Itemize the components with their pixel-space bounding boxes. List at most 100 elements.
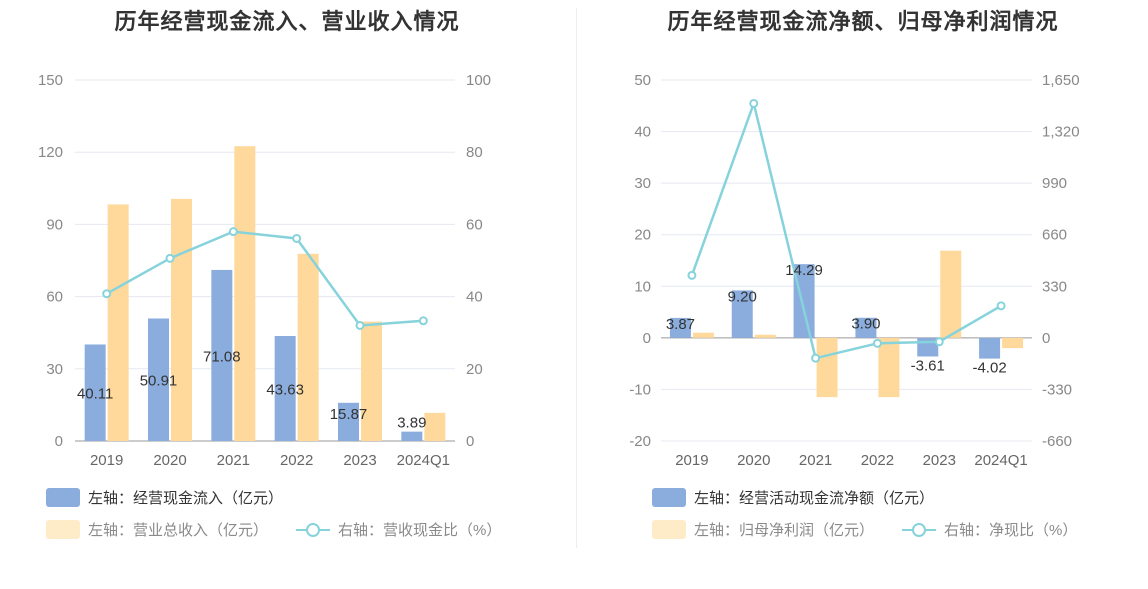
- bar-series-1: [148, 318, 169, 441]
- legend-label: 右轴：营收现金比（%）: [338, 522, 502, 539]
- data-label: 15.87: [330, 406, 368, 423]
- left-axis-tick-label: 120: [38, 144, 63, 161]
- bar-series-1: [211, 269, 233, 441]
- bar-series-1: [84, 344, 106, 441]
- legend-item-series-1[interactable]: 左轴：经营现金流入（亿元）: [46, 487, 283, 508]
- legend-item-series-1[interactable]: 左轴：经营活动现金流净额（亿元）: [652, 487, 934, 508]
- right-axis-tick-label: 0: [1042, 330, 1050, 347]
- right-axis-tick-label: 80: [466, 144, 483, 161]
- data-label: 3.89: [397, 415, 426, 432]
- bar-series-2: [424, 412, 446, 441]
- line-point: [749, 98, 759, 108]
- bar-series-2: [297, 253, 319, 441]
- line-point: [996, 301, 1006, 311]
- bars: [669, 250, 1024, 398]
- x-axis-labels: 2019 2020 2021 2022 2023 2024Q1: [90, 452, 450, 469]
- left-axis-tick-label: 30: [634, 175, 651, 192]
- data-label: 71.08: [203, 348, 241, 365]
- x-axis-tick-label: 2019: [675, 452, 708, 469]
- data-label: 3.87: [666, 316, 695, 333]
- x-axis-tick-label: 2022: [861, 452, 894, 469]
- right-axis-tick-label: 990: [1042, 175, 1067, 192]
- right-axis-tick-label: 660: [1042, 227, 1067, 244]
- legend-label: 右轴：净现比（%）: [944, 522, 1078, 539]
- right-axis-tick-label: 100: [466, 72, 491, 89]
- bar-series-2: [171, 198, 192, 441]
- right-axis-tick-label: -330: [1042, 381, 1072, 398]
- line-point: [102, 289, 112, 299]
- legend-line-marker: [296, 520, 330, 539]
- bar-series-2: [692, 332, 714, 338]
- left-axis-tick-label: 60: [46, 289, 63, 306]
- left-axis-tick-label: 0: [643, 330, 651, 347]
- legend-swatch: [46, 488, 80, 507]
- chart-plot-area: 0 0 30 20 60 40 90 60 120 80 150 100 2019 2020 2021 202…: [38, 72, 491, 469]
- x-axis-tick-label: 2024Q1: [974, 452, 1027, 469]
- bar-series-2: [1002, 337, 1024, 349]
- left-axis-tick-label: 90: [46, 216, 63, 233]
- line-point: [872, 338, 882, 348]
- line-point: [165, 253, 175, 263]
- legend-label: 左轴：经营活动现金流净额（亿元）: [694, 490, 935, 507]
- x-axis-tick-label: 2020: [737, 452, 770, 469]
- legend-item-series-3[interactable]: 右轴：营收现金比（%）: [296, 519, 501, 540]
- bar-series-1: [855, 317, 877, 338]
- chart-title: 历年经营现金流入、营业收入情况: [114, 9, 460, 34]
- left-axis-tick-label: 20: [634, 227, 651, 244]
- bars: [84, 146, 446, 441]
- x-axis-tick-label: 2022: [280, 452, 313, 469]
- axis-ticks: -20 -660 -10 -330 0 0 10 330 20 660 30 990 40 1,320 50…: [629, 72, 1079, 450]
- line-point: [355, 320, 365, 330]
- right-axis-tick-label: 40: [466, 289, 483, 306]
- data-label: 50.91: [140, 373, 178, 390]
- line-point: [687, 270, 697, 280]
- grid-lines: [75, 79, 455, 442]
- bar-series-1: [979, 337, 1001, 359]
- left-axis-tick-label: 150: [38, 72, 63, 89]
- line-point: [228, 227, 238, 237]
- bar-series-2: [107, 204, 129, 441]
- chart-panel-cashflow-revenue: 历年经营现金流入、营业收入情况 0 0 30 20 60 40 90 60 120 80 150 10…: [38, 9, 501, 540]
- line-point: [418, 316, 428, 326]
- line-point: [811, 353, 821, 363]
- right-axis-tick-label: -660: [1042, 433, 1072, 450]
- data-label: 40.11: [77, 386, 113, 403]
- right-axis-tick-label: 330: [1042, 278, 1067, 295]
- chart-plot-area: -20 -660 -10 -330 0 0 10 330 20 660 30 990 40 1,320 50…: [629, 72, 1079, 469]
- x-axis-tick-label: 2021: [799, 452, 832, 469]
- legend-label: 左轴：归母净利润（亿元）: [694, 522, 875, 539]
- legend-item-series-2[interactable]: 左轴：归母净利润（亿元）: [652, 519, 874, 540]
- bar-series-2: [816, 337, 838, 398]
- right-axis-tick-label: 1,320: [1042, 124, 1080, 141]
- bar-series-1: [669, 317, 691, 338]
- x-axis-tick-label: 2020: [153, 452, 186, 469]
- bar-series-1: [401, 431, 423, 441]
- left-axis-tick-label: -10: [629, 381, 651, 398]
- bar-series-2: [878, 337, 900, 398]
- left-axis-tick-label: 50: [634, 72, 651, 89]
- legend-line-marker: [902, 520, 936, 539]
- grid-lines: [661, 79, 1032, 442]
- x-axis-labels: 2019 2020 2021 2022 2023 2024Q1: [675, 452, 1028, 469]
- data-label: -3.61: [911, 357, 945, 374]
- line-series: [690, 99, 1002, 360]
- legend-label: 左轴：营业总收入（亿元）: [88, 522, 269, 539]
- chart-title: 历年经营现金流净额、归母净利润情况: [667, 9, 1059, 34]
- line-point: [292, 233, 302, 243]
- left-axis-tick-label: 40: [634, 124, 651, 141]
- data-label: 9.20: [728, 288, 757, 305]
- legend-item-series-3[interactable]: 右轴：净现比（%）: [902, 519, 1077, 540]
- data-label: 43.63: [266, 381, 304, 398]
- line-point: [934, 337, 944, 347]
- bar-series-1: [338, 402, 359, 441]
- chart-panel-netcash-profit: 历年经营现金流净额、归母净利润情况 -20 -660 -10 -330 0 0 10 330 2…: [578, 0, 1148, 589]
- bar-series-2: [940, 250, 962, 338]
- legend-item-series-2[interactable]: 左轴：营业总收入（亿元）: [46, 519, 268, 540]
- data-labels: 40.11 50.91 71.08 43.63 15.87 3.89: [77, 348, 426, 431]
- data-label: -4.02: [972, 360, 1006, 377]
- axis-ticks: 0 0 30 20 60 40 90 60 120 80 150 100: [38, 72, 491, 450]
- panel-divider: [576, 8, 577, 548]
- bar-series-2: [754, 334, 776, 338]
- data-labels: 3.87 9.20 14.29 3.90 -3.61 -4.02: [666, 262, 1007, 376]
